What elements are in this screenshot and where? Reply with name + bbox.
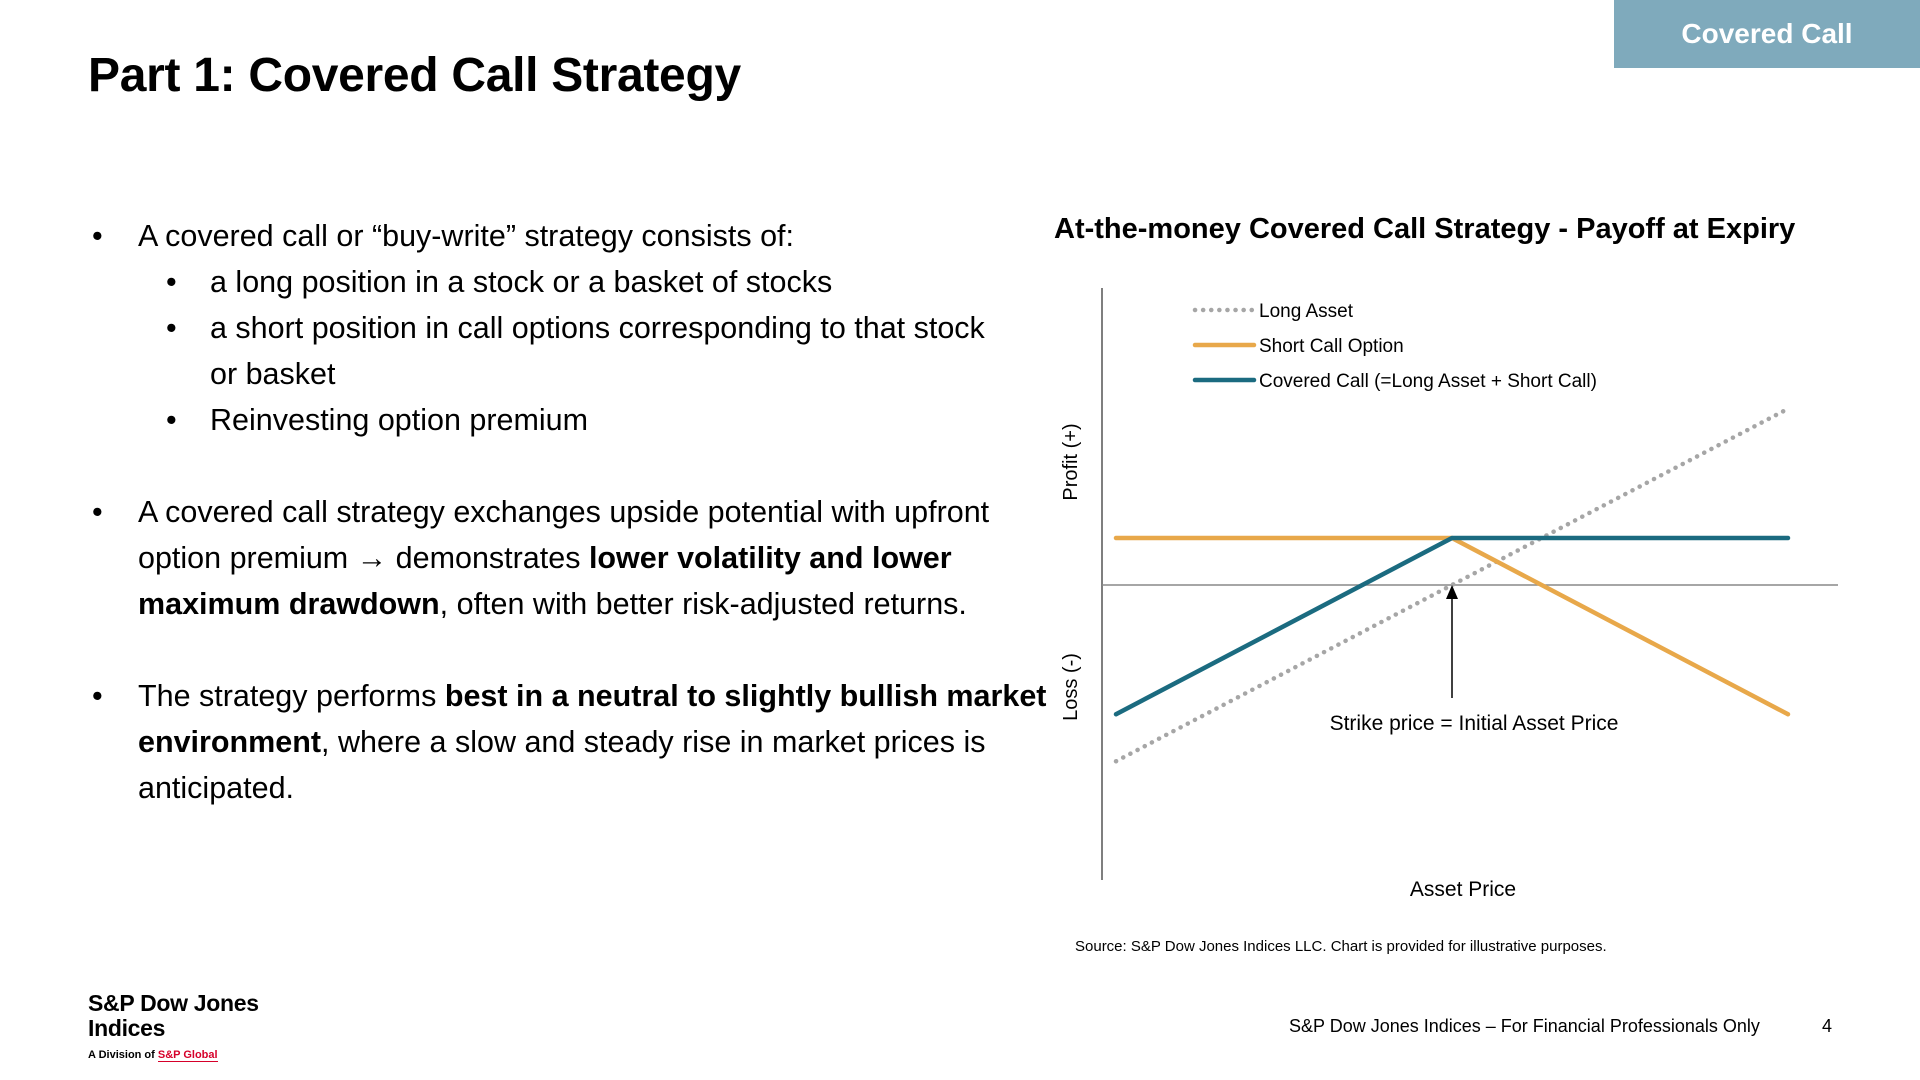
legend-label-0: Long Asset	[1259, 301, 1354, 322]
logo-line-1: S&P Dow Jones	[88, 990, 259, 1016]
source-note: Source: S&P Dow Jones Indices LLC. Chart…	[1075, 938, 1607, 955]
strike-arrowhead	[1446, 585, 1458, 599]
arrow-icon: →	[356, 541, 388, 575]
sub-bullet-1: a long position in a stock or a basket o…	[88, 259, 1008, 305]
payoff-chart: Profit (+) Loss (-) Asset Price Strike p…	[1060, 288, 1838, 900]
y-axis-label-loss: Loss (-)	[1060, 653, 1082, 721]
company-logo: S&P Dow Jones Indices A Division of S&P …	[88, 990, 259, 1062]
section-tag: Covered Call	[1614, 0, 1920, 68]
sub-bullet-3: Reinvesting option premium	[88, 397, 1008, 443]
bullet-1: A covered call or “buy-write” strategy c…	[88, 213, 1008, 259]
strike-annotation: Strike price = Initial Asset Price	[1330, 712, 1619, 735]
chart-title: At-the-money Covered Call Strategy - Pay…	[1054, 213, 1796, 245]
page-title: Part 1: Covered Call Strategy	[88, 49, 741, 102]
bullet-3: The strategy performs best in a neutral …	[88, 673, 1058, 811]
legend: Long Asset Short Call Option Covered Call …	[1192, 301, 1597, 392]
legend-label-1: Short Call Option	[1259, 336, 1404, 357]
logo-line-2: Indices	[88, 1015, 166, 1041]
y-axis-label-profit: Profit (+)	[1060, 423, 1082, 500]
legend-label-2: Covered Call (=Long Asset + Short Call)	[1259, 371, 1597, 392]
page-number: 4	[1822, 1016, 1833, 1036]
footer-disclaimer: S&P Dow Jones Indices – For Financial Pr…	[1289, 1016, 1760, 1036]
bullet-2: A covered call strategy exchanges upside…	[88, 489, 1038, 627]
sub-bullet-2: a short position in call options corresp…	[88, 305, 990, 397]
x-axis-label: Asset Price	[1410, 878, 1516, 900]
body-text: A covered call or “buy-write” strategy c…	[88, 213, 1046, 811]
logo-subtitle: A Division of S&P Global	[88, 1049, 218, 1062]
series-2-line	[1113, 535, 1791, 717]
logo-brand: S&P Global	[157, 1049, 218, 1062]
